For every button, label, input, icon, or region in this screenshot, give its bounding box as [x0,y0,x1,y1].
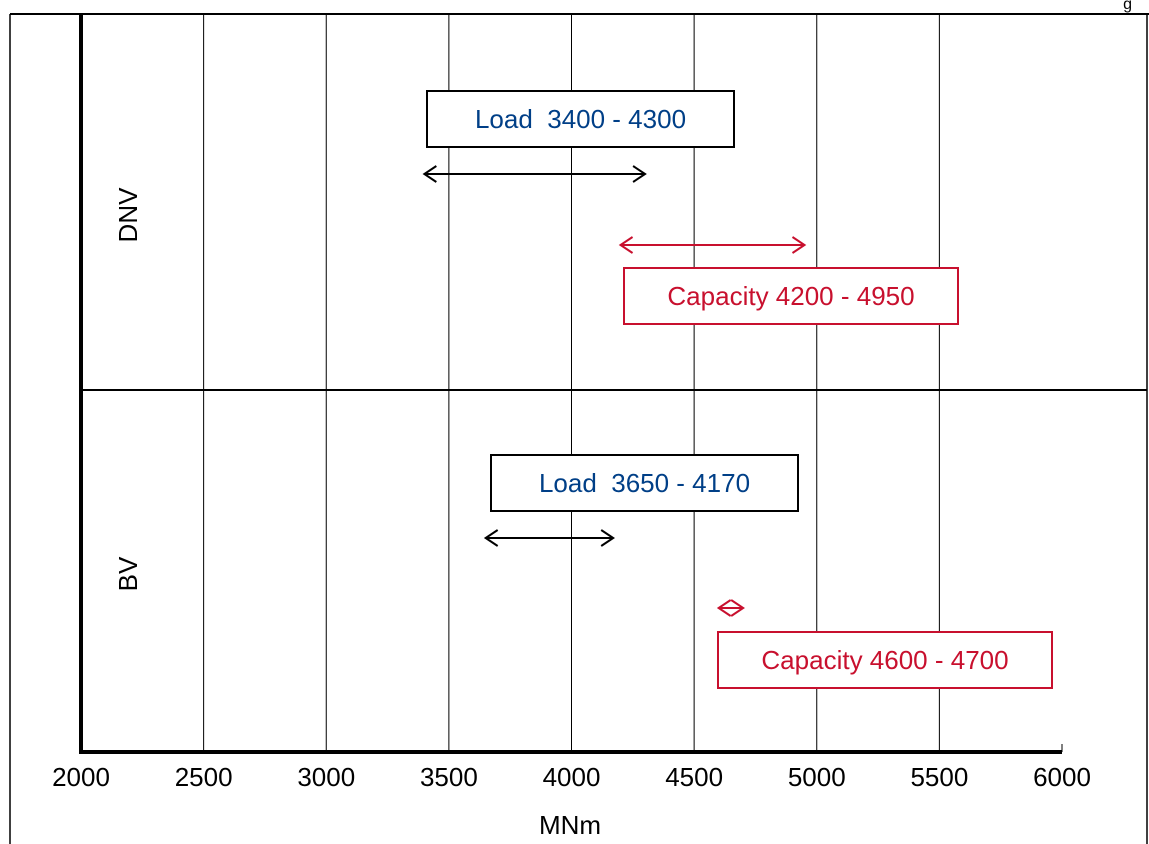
load-range-arrow [483,529,615,547]
x-tick-label: 3500 [420,762,478,792]
row-labels: DNV BV [113,187,143,591]
x-axis-label: MNm [539,810,601,840]
capacity-range-arrow [716,599,745,617]
axes [79,14,1147,754]
row-label-bv: BV [113,556,143,591]
x-tick-label: 2000 [52,762,110,792]
load-label: Load 3400 - 4300 [475,104,686,134]
x-tick-label: 4500 [665,762,723,792]
corner-text: g [1123,0,1132,13]
load-label-box: Load 3650 - 4170 [490,454,799,512]
x-tick-label: 5000 [788,762,846,792]
capacity-label: Capacity 4200 - 4950 [667,281,914,311]
x-tick-label: 3000 [297,762,355,792]
x-tick-label: 4000 [543,762,601,792]
load-range-arrow [422,165,647,183]
x-tick-labels: 2000 2500 3000 3500 4000 4500 5000 5500 6000 [52,762,1091,792]
ranges: Load 3400 - 4300 Capacity 4200 - 4950 Load… [422,90,1053,689]
x-tick-label: 2500 [175,762,233,792]
x-tick-label: 6000 [1033,762,1091,792]
row-label-dnv: DNV [113,187,143,243]
load-label-box: Load 3400 - 4300 [426,90,735,148]
load-label: Load 3650 - 4170 [539,468,750,498]
capacity-label-box: Capacity 4200 - 4950 [623,267,959,325]
capacity-range-arrow [618,236,807,254]
capacity-label-box: Capacity 4600 - 4700 [717,631,1053,689]
capacity-label: Capacity 4600 - 4700 [761,645,1008,675]
x-tick-label: 5500 [910,762,968,792]
